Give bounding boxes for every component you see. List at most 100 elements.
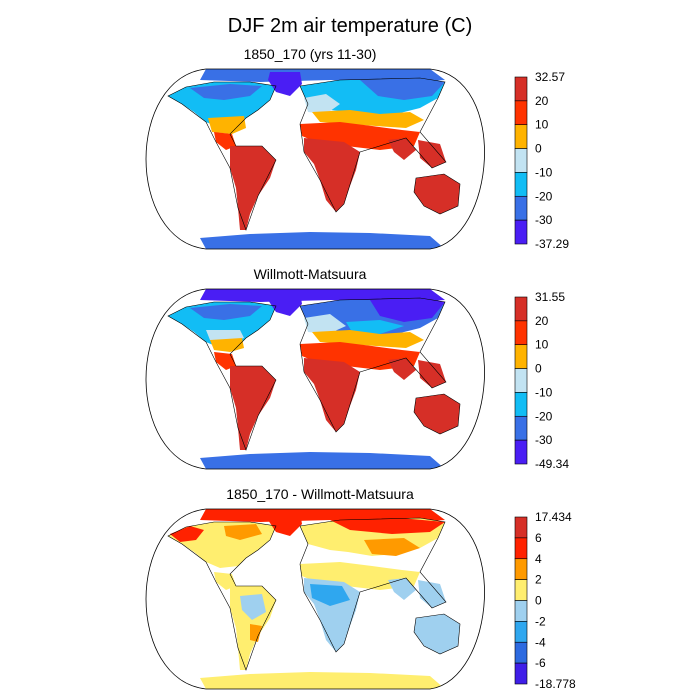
central-america <box>214 352 236 370</box>
colorbar-2-label-7: -49.34 <box>535 457 569 471</box>
greenland <box>268 512 302 536</box>
central-asia-warm <box>364 538 420 556</box>
colorbar-2-label-2: 10 <box>535 338 549 352</box>
colorbar-3-label-1: 6 <box>535 531 542 545</box>
colorbar-2: 31.55 20 10 0 -10 -20 -30 -49.34 <box>514 290 569 471</box>
se-asia <box>418 140 446 168</box>
se-asia <box>418 580 446 608</box>
colorbar-2-swatch-2 <box>514 344 528 369</box>
australia <box>414 614 460 654</box>
panel-3-map-cells <box>168 509 460 689</box>
europe-west <box>304 94 340 114</box>
canada-warm <box>224 524 262 540</box>
colorbar-2-label-5: -20 <box>535 409 553 423</box>
colorbar-1-label-6: -30 <box>535 213 553 227</box>
panel-2: Willmott-Matsuura <box>145 266 569 471</box>
panel-2-title: Willmott-Matsuura <box>254 266 367 282</box>
colorbar-1-swatch-1 <box>514 100 528 126</box>
panel-1-map-cells <box>168 69 460 249</box>
africa-cold <box>310 584 350 606</box>
panel-1-map-outline <box>145 68 485 250</box>
south-america <box>230 146 276 230</box>
colorbar-1-swatch-3 <box>514 148 528 173</box>
colorbar-3-swatch-3 <box>514 579 528 601</box>
panel-3-map-outline <box>145 508 485 690</box>
central-asia-band <box>312 110 424 128</box>
panel-1-coastlines <box>167 77 461 231</box>
colorbar-3-swatch-4 <box>514 600 528 622</box>
australia <box>414 174 460 214</box>
colorbar-1-swatch-0 <box>514 76 528 102</box>
colorbar-2-swatch-3 <box>514 368 528 393</box>
colorbar-2-label-3: 0 <box>535 362 542 376</box>
central-america <box>214 572 236 590</box>
colorbar-1-label-2: 10 <box>535 118 549 132</box>
africa <box>304 138 360 212</box>
colorbar-3-label-2: 4 <box>535 552 542 566</box>
colorbar-1-swatch-4 <box>514 172 528 197</box>
colorbar-3-label-3: 2 <box>535 573 542 587</box>
europe-west <box>304 314 346 334</box>
colorbar-1-swatch-2 <box>514 124 528 149</box>
colorbar-3: 17.434 6 4 2 0 -2 -4 -6 -18.778 <box>514 510 576 691</box>
colorbar-3-swatch-0 <box>514 516 528 539</box>
panel-2-map-outline <box>145 288 485 470</box>
colorbar-3-label-8: -18.778 <box>535 677 576 691</box>
colorbar-3-label-6: -4 <box>535 635 546 649</box>
colorbar-2-swatch-1 <box>514 320 528 346</box>
colorbar-2-swatch-6 <box>514 439 528 465</box>
colorbar-2-swatch-0 <box>514 296 528 322</box>
colorbar-2-swatch-4 <box>514 392 528 417</box>
antarctica <box>200 232 445 249</box>
central-asia-band <box>312 330 424 348</box>
central-asia-light <box>346 320 404 334</box>
se-asia <box>418 360 446 388</box>
panel-3-title: 1850_170 - Willmott-Matsuura <box>226 486 414 502</box>
panel-2-coastlines <box>167 297 461 451</box>
panel-3-coastlines <box>167 517 461 671</box>
siberia <box>370 298 445 322</box>
colorbar-2-label-6: -30 <box>535 433 553 447</box>
panel-1-title: 1850_170 (yrs 11-30) <box>244 46 377 62</box>
colorbar-1-label-1: 20 <box>535 94 549 108</box>
colorbar-2-label-0: 31.55 <box>535 290 565 304</box>
south-asia <box>388 578 416 600</box>
colorbar-3-label-4: 0 <box>535 594 542 608</box>
figure-title: DJF 2m air temperature (C) <box>228 15 473 37</box>
colorbar-1: 32.57 20 10 0 -10 -20 -30 -37.29 <box>514 70 569 251</box>
colorbar-1-label-5: -20 <box>535 189 553 203</box>
colorbar-2-label-4: -10 <box>535 385 553 399</box>
colorbar-3-label-7: -6 <box>535 656 546 670</box>
colorbar-1-label-7: -37.29 <box>535 237 569 251</box>
greenland <box>268 72 302 96</box>
panel-1: 1850_170 (yrs 11-30) <box>145 46 569 251</box>
north-america-north <box>190 304 262 320</box>
us-south <box>208 116 246 134</box>
colorbar-2-swatch-5 <box>514 415 528 441</box>
alaska-warm <box>170 526 204 542</box>
colorbar-1-swatch-5 <box>514 195 528 221</box>
colorbar-3-label-0: 17.434 <box>535 510 572 524</box>
africa <box>304 358 360 432</box>
colorbar-1-label-0: 32.57 <box>535 70 565 84</box>
colorbar-2-label-1: 20 <box>535 314 549 328</box>
greenland <box>268 292 302 316</box>
south-asia <box>388 358 416 380</box>
south-asia <box>388 138 416 160</box>
south-america <box>230 366 276 450</box>
sa-cool <box>240 594 266 620</box>
colorbar-3-swatch-6 <box>514 641 528 664</box>
panel-3: 1850_170 - Willmott-Matsuura <box>145 486 576 691</box>
north-america-north <box>190 84 262 100</box>
colorbar-3-swatch-7 <box>514 662 528 685</box>
colorbar-1-label-4: -10 <box>535 165 553 179</box>
colorbar-1-label-3: 0 <box>535 142 542 156</box>
colorbar-3-label-5: -2 <box>535 614 546 628</box>
colorbar-3-swatch-1 <box>514 537 528 560</box>
colorbar-3-swatch-2 <box>514 558 528 580</box>
colorbar-3-swatch-5 <box>514 621 528 643</box>
sa-warm <box>250 624 262 642</box>
panel-2-map-cells <box>168 289 460 469</box>
colorbar-1-swatch-6 <box>514 219 528 245</box>
